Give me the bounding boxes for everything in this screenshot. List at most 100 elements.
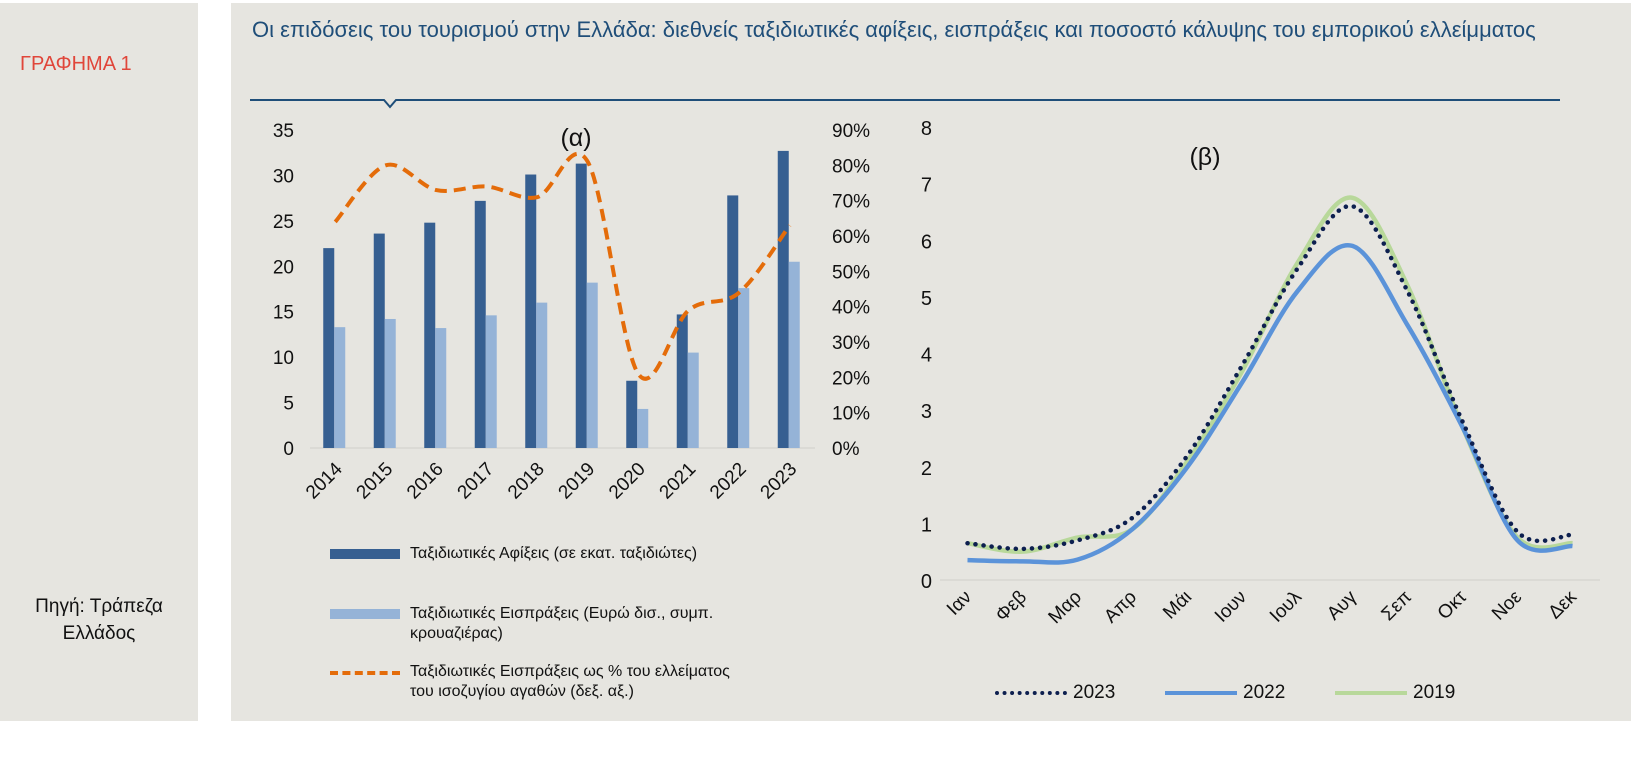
bar-receipts	[334, 327, 346, 448]
legend-label: Ταξιδιωτικές Αφίξεις (σε εκατ. ταξιδιώτε…	[410, 545, 698, 562]
x-tick-label: 2020	[605, 459, 650, 504]
bar-receipts	[788, 261, 800, 448]
figure-label: ΓΡΑΦΗΜΑ 1	[20, 53, 132, 75]
legend-2019: 2019	[1335, 683, 1455, 703]
y-tick-label: 8	[921, 118, 932, 140]
legend-arrivals: Ταξιδιωτικές Αφίξεις (σε εκατ. ταξιδιώτε…	[330, 544, 697, 564]
x-tick-label: Φεβ	[992, 587, 1031, 626]
y2-tick-label: 80%	[832, 156, 870, 177]
bar-receipts	[536, 302, 548, 448]
bar-arrivals	[575, 163, 587, 449]
y2-tick-label: 30%	[832, 333, 870, 354]
bar-arrivals	[525, 174, 537, 448]
legend-label: του ισοζυγίου αγαθών (δεξ. αξ.)	[410, 683, 634, 700]
line-share	[333, 151, 792, 381]
legend-swatch-2019	[1335, 690, 1407, 695]
bar-arrivals	[424, 222, 436, 448]
x-tick-label: Νοε	[1488, 586, 1526, 624]
line-2023	[965, 204, 1575, 552]
title-underline	[250, 99, 1560, 109]
y-tick-label: 0	[921, 571, 932, 593]
bar-arrivals	[323, 248, 335, 448]
x-tick-label: 2017	[454, 459, 499, 504]
legend-label: 2023	[1073, 682, 1116, 703]
y-tick-label: 5	[921, 288, 932, 310]
x-tick-label: Ιαν	[943, 587, 976, 620]
x-tick-label: 2019	[555, 459, 600, 504]
x-tick-label: Μάι	[1159, 587, 1196, 624]
legend-share: Ταξιδιωτικές Εισπράξεις ως % του ελλείμα…	[330, 662, 730, 702]
side-panel: ΓΡΑΦΗΜΑ 1 Πηγή: Τράπεζα Ελλάδος	[0, 3, 198, 721]
x-tick-label: Ιουν	[1211, 587, 1251, 627]
x-tick-label: 2014	[302, 458, 347, 503]
bar-receipts	[485, 315, 497, 448]
x-tick-label: 2016	[403, 459, 448, 504]
y-tick-label: 7	[921, 175, 932, 197]
y-tick-label: 1	[921, 514, 932, 536]
bar-receipts	[435, 328, 447, 448]
x-tick-label: Μαρ	[1045, 587, 1087, 629]
bar-arrivals	[777, 150, 789, 448]
legend-label: Ταξιδιωτικές Εισπράξεις ως % του ελλείμα…	[410, 663, 730, 680]
y-tick-label: 3	[921, 401, 932, 423]
y-tick-label: 6	[921, 231, 932, 253]
legend-label: κρουαζιέρας)	[410, 625, 503, 642]
y2-tick-label: 90%	[832, 121, 870, 142]
legend-receipts: Ταξιδιωτικές Εισπράξεις (Ευρώ δισ., συμπ…	[330, 604, 713, 644]
y-tick-label: 15	[273, 303, 294, 324]
x-tick-label: 2018	[504, 459, 549, 504]
x-tick-label: Απρ	[1100, 587, 1141, 628]
source-note: Πηγή: Τράπεζα Ελλάδος	[0, 593, 198, 647]
source-line-2: Ελλάδος	[62, 623, 136, 644]
x-tick-label: Οκτ	[1434, 586, 1472, 624]
x-tick-label: Ιουλ	[1266, 586, 1306, 626]
x-tick-label: 2021	[656, 459, 701, 504]
chart-b-title: (β)	[1189, 143, 1220, 171]
bar-receipts	[687, 352, 699, 448]
legend-label: Ταξιδιωτικές Εισπράξεις (Ευρώ δισ., συμπ…	[410, 605, 714, 622]
legend-swatch-2023	[995, 690, 1067, 695]
y2-tick-label: 20%	[832, 368, 870, 389]
y-tick-label: 25	[273, 212, 294, 233]
x-tick-label: 2015	[353, 459, 398, 504]
y-tick-label: 20	[273, 257, 294, 278]
y2-tick-label: 60%	[832, 227, 870, 248]
bar-receipts	[384, 318, 396, 448]
y-tick-label: 10	[273, 348, 294, 369]
chart-title: Οι επιδόσεις του τουρισμού στην Ελλάδα: …	[252, 17, 1536, 42]
x-tick-label: Δεκ	[1544, 586, 1581, 623]
legend-swatch-2022	[1165, 690, 1237, 695]
y2-tick-label: 40%	[832, 298, 870, 319]
bar-receipts	[586, 282, 598, 448]
y2-tick-label: 10%	[832, 404, 870, 425]
bar-receipts	[738, 288, 750, 448]
bar-receipts	[637, 408, 649, 448]
bar-arrivals	[727, 195, 739, 448]
source-line-1: Πηγή: Τράπεζα	[35, 596, 163, 617]
legend-label: 2022	[1243, 682, 1286, 703]
chart-a: 0 5 10 15 20 25 30 35 0% 10% 20% 30% 40% 50% 60% 70% 80%…	[273, 121, 870, 503]
line-2022	[967, 242, 1573, 565]
bar-arrivals	[626, 380, 638, 448]
y-tick-label: 0	[283, 439, 294, 460]
chart-a-title: (α)	[560, 124, 591, 152]
y-tick-label: 2	[921, 458, 932, 480]
legend-2022: 2022	[1165, 683, 1285, 703]
y2-tick-label: 70%	[832, 192, 870, 213]
x-tick-label: 2023	[757, 459, 802, 504]
x-tick-label: Σεπ	[1378, 587, 1416, 625]
x-tick-label: Αυγ	[1323, 586, 1361, 624]
chart-b: 0 1 2 3 4 5 6 7 8 (β) Ιαν Φεβ Μαρ Απρ Μάι Ιουν Ιουλ Αυγ Σε…	[921, 118, 1600, 628]
legend-2023: 2023	[995, 683, 1115, 703]
legend-label: 2019	[1413, 682, 1456, 703]
x-tick-label: 2022	[706, 459, 751, 504]
y-tick-label: 35	[273, 121, 294, 142]
legend-swatch-arrivals	[330, 548, 400, 559]
line-2019	[967, 195, 1573, 554]
bar-arrivals	[676, 314, 688, 448]
y-tick-label: 30	[273, 166, 294, 187]
y-tick-label: 4	[921, 345, 932, 367]
legend-swatch-receipts	[330, 609, 400, 619]
y2-tick-label: 0%	[832, 439, 860, 460]
